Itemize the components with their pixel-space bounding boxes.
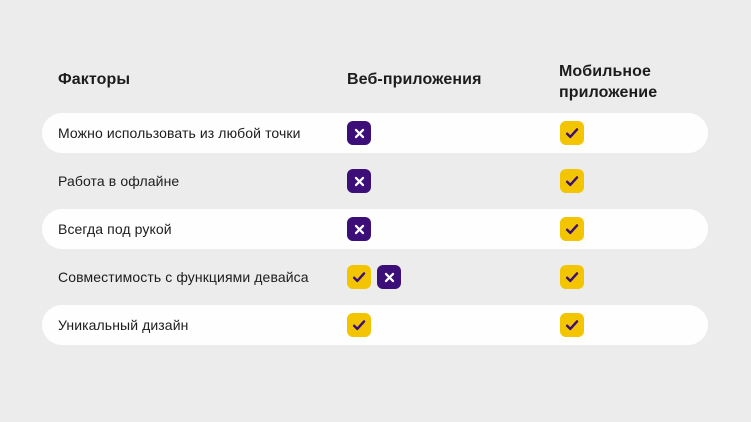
mobile-cell (560, 217, 584, 241)
table-row: Всегда под рукой (42, 209, 708, 249)
check-icon (560, 265, 584, 289)
mobile-cell (560, 265, 584, 289)
check-icon (560, 121, 584, 145)
factor-label: Работа в офлайне (58, 173, 180, 189)
cross-icon (347, 121, 371, 145)
mobile-app-column-header: Мобильное приложение (559, 63, 658, 101)
check-icon (560, 169, 584, 193)
web-cell (347, 313, 371, 337)
mobile-cell (560, 121, 584, 145)
table-row: Работа в офлайне (42, 161, 708, 201)
factors-column-header: Факторы (58, 71, 131, 88)
table-row: Совместимость с функциями девайса (42, 257, 708, 297)
cross-icon (347, 217, 371, 241)
web-cell (347, 121, 371, 145)
factor-label: Уникальный дизайн (58, 317, 189, 333)
cross-icon (347, 169, 371, 193)
web-cell (347, 265, 401, 289)
web-cell (347, 169, 371, 193)
table-row: Можно использовать из любой точки (42, 113, 708, 153)
table-rows: Можно использовать из любой точки Работа… (42, 113, 708, 353)
factor-label: Всегда под рукой (58, 221, 172, 237)
check-icon (347, 265, 371, 289)
mobile-cell (560, 169, 584, 193)
cross-icon (377, 265, 401, 289)
check-icon (560, 217, 584, 241)
factor-label: Можно использовать из любой точки (58, 125, 301, 141)
check-icon (560, 313, 584, 337)
factor-label: Совместимость с функциями девайса (58, 269, 309, 285)
mobile-cell (560, 313, 584, 337)
web-apps-column-header: Веб-приложения (347, 71, 482, 88)
table-row: Уникальный дизайн (42, 305, 708, 345)
web-cell (347, 217, 371, 241)
check-icon (347, 313, 371, 337)
